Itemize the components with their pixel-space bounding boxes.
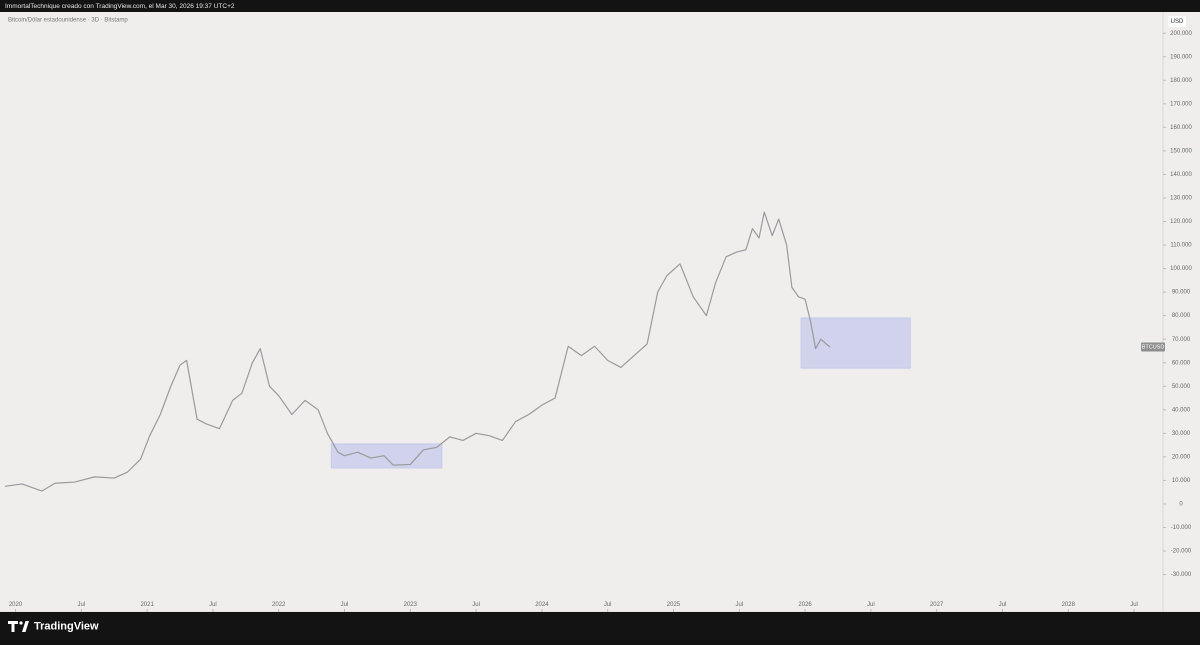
y-tick-label: 10.000 — [1172, 478, 1191, 484]
chart-background — [0, 12, 1200, 612]
y-tick-label: 150.000 — [1170, 148, 1192, 154]
logo-dot — [19, 621, 23, 625]
chart-title: Bitcoin/Dólar estadounidense · 3D · Bits… — [8, 18, 128, 24]
y-tick-label: 120.000 — [1170, 219, 1192, 225]
brand-logo — [8, 621, 29, 632]
last-price-badge — [1141, 342, 1165, 352]
x-tick-label: Jul — [1130, 602, 1138, 608]
logo-mark — [8, 621, 18, 632]
zone — [800, 317, 911, 369]
y-tick-label: 170.000 — [1170, 101, 1192, 107]
y-tick-label: 110.000 — [1170, 243, 1192, 249]
x-tick-label: Jul — [209, 602, 217, 608]
x-tick-label: Jul — [604, 602, 612, 608]
y-tick-label: 40.000 — [1172, 407, 1191, 413]
last-price-label: BTCUSD — [1142, 344, 1165, 350]
y-tick-label: 200.000 — [1170, 31, 1192, 37]
y-tick-label: 160.000 — [1170, 125, 1192, 131]
top-bar — [0, 0, 1200, 12]
zone — [330, 443, 443, 469]
y-tick-label: 0 — [1179, 502, 1183, 508]
y-tick-label: 180.000 — [1170, 78, 1192, 84]
y-tick-label: 130.000 — [1170, 196, 1192, 202]
x-tick-label: 2028 — [1062, 602, 1076, 608]
x-tick-label: 2023 — [404, 602, 418, 608]
x-tick-label: Jul — [341, 602, 349, 608]
y-tick-label: -30.000 — [1171, 572, 1192, 578]
unit-badge — [1168, 16, 1186, 27]
x-tick-label: 2025 — [667, 602, 681, 608]
y-tick-label: 80.000 — [1172, 313, 1191, 319]
y-tick-label: 70.000 — [1172, 337, 1191, 343]
x-tick-label: 2024 — [535, 602, 549, 608]
x-tick-label: Jul — [472, 602, 480, 608]
y-tick-label: 20.000 — [1172, 454, 1191, 460]
x-tick-label: 2026 — [798, 602, 812, 608]
plot — [4, 211, 911, 492]
price-line — [4, 211, 831, 492]
x-tick-label: Jul — [999, 602, 1007, 608]
y-tick-label: 50.000 — [1172, 384, 1191, 390]
y-tick-label: 30.000 — [1172, 431, 1191, 437]
x-tick-label: 2027 — [930, 602, 944, 608]
y-tick-label: 60.000 — [1172, 360, 1191, 366]
header-text: ImmortalTechnique creado con TradingView… — [5, 3, 235, 10]
x-tick-label: Jul — [735, 602, 743, 608]
x-tick-label: Jul — [77, 602, 85, 608]
y-tick-label: 140.000 — [1170, 172, 1192, 178]
logo-slash — [22, 621, 29, 632]
x-tick-label: Jul — [867, 602, 875, 608]
brand-name: TradingView — [34, 620, 99, 632]
x-tick-label: 2022 — [272, 602, 286, 608]
x-tick-label: 2021 — [140, 602, 154, 608]
y-tick-label: 90.000 — [1172, 290, 1191, 296]
bottom-bar — [0, 612, 1200, 640]
y-tick-label: -10.000 — [1171, 525, 1192, 531]
y-tick-label: -20.000 — [1171, 549, 1192, 555]
axis-unit: USD — [1171, 19, 1184, 25]
y-tick-label: 100.000 — [1170, 266, 1192, 272]
x-tick-label: 2020 — [9, 602, 23, 608]
y-tick-label: 190.000 — [1170, 54, 1192, 60]
